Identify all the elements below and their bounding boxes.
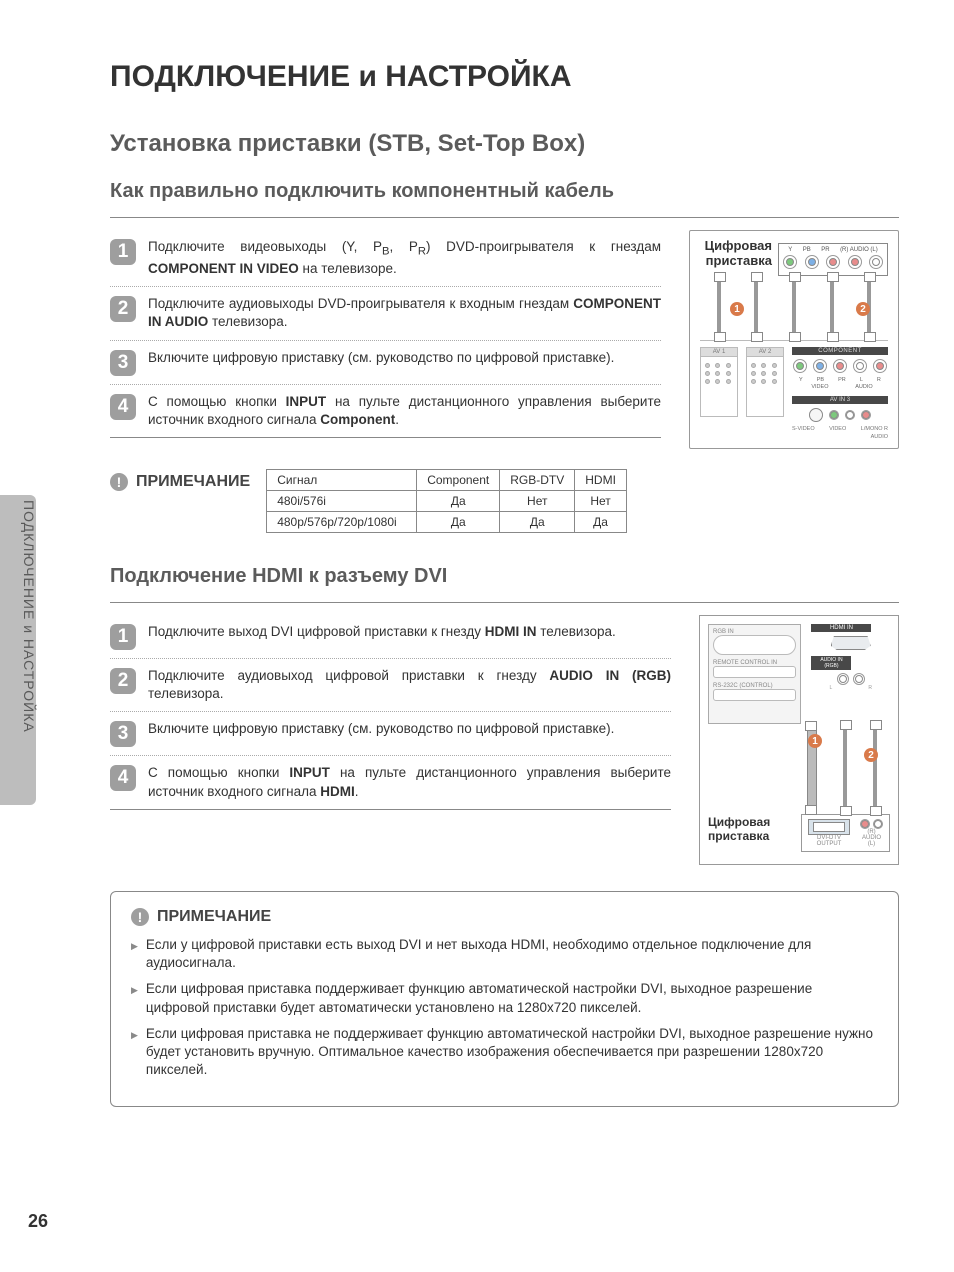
- badge-1: 1: [808, 734, 822, 748]
- badge-2: 2: [864, 748, 878, 762]
- step: 3 Включите цифровую приставку (см. руково…: [110, 341, 661, 385]
- note-list: Если у цифровой приставки есть выход DVI…: [131, 936, 878, 1080]
- note-header: ! ПРИМЕЧАНИЕ: [131, 908, 878, 926]
- step-text: С помощью кнопки INPUT на пульте дистанц…: [148, 393, 661, 429]
- step-badge: 4: [110, 394, 136, 420]
- note-item: Если цифровая приставка поддерживает фун…: [131, 980, 878, 1016]
- section1-steps: 1 Подключите видеовыходы (Y, PB, PR) DVD-…: [110, 230, 661, 438]
- tv-panel: AV 1 AV 2 COMPONENT YPBPRLR VI: [700, 340, 888, 440]
- step: 4 С помощью кнопки INPUT на пульте дистан…: [110, 385, 661, 438]
- stb-box: DVI-DTV OUTPUT (R) AUDIO (L): [801, 814, 890, 852]
- info-icon: !: [110, 473, 128, 491]
- step-text: С помощью кнопки INPUT на пульте дистанц…: [148, 764, 671, 800]
- rule: [110, 217, 899, 218]
- page-content: ПОДКЛЮЧЕНИЕ и НАСТРОЙКА Установка приста…: [0, 0, 954, 1147]
- component-diagram: Цифровая приставка Y PB PR (R) AUDIO (L): [689, 230, 899, 449]
- port-ar-icon: [848, 255, 862, 269]
- note-item: Если цифровая приставка не поддерживает …: [131, 1025, 878, 1080]
- av1-box: AV 1: [700, 347, 738, 417]
- step-text: Подключите аудиовыходы DVD-проигрывателя…: [148, 295, 661, 331]
- section2-steps: 1 Подключите выход DVI цифровой приставки…: [110, 615, 671, 810]
- step: 3 Включите цифровую приставку (см. руково…: [110, 712, 671, 756]
- page-title: ПОДКЛЮЧЕНИЕ и НАСТРОЙКА: [110, 60, 899, 94]
- section2-heading: Подключение HDMI к разъему DVI: [110, 565, 899, 588]
- rule: [110, 602, 899, 603]
- step-text: Подключите видеовыходы (Y, PB, PR) DVD-п…: [148, 238, 661, 278]
- step: 2 Подключите аудиовыход цифровой приставк…: [110, 659, 671, 712]
- note-box: ! ПРИМЕЧАНИЕ Если у цифровой приставки е…: [110, 891, 899, 1107]
- step-text: Подключите аудиовыход цифровой приставки…: [148, 667, 671, 703]
- hdmi-port-icon: [831, 636, 871, 650]
- step-text: Подключите выход DVI цифровой приставки …: [148, 623, 616, 650]
- page-number: 26: [28, 1211, 48, 1232]
- hdmi-dvi-diagram: RGB IN REMOTE CONTROL IN RS-232C (CONTRO…: [699, 615, 899, 865]
- component-panel: COMPONENT YPBPRLR VIDEO AUDIO AV IN 3: [792, 347, 888, 440]
- badge-2: 2: [856, 302, 870, 316]
- section1-subheading: Как правильно подключить компонентный ка…: [110, 180, 899, 203]
- step-text: Включите цифровую приставку (см. руковод…: [148, 720, 614, 747]
- th: RGB-DTV: [500, 470, 575, 491]
- cables: 1 2: [700, 280, 888, 334]
- tv-hdmi-panel: HDMI IN AUDIO IN (RGB) LR: [811, 624, 890, 691]
- info-icon: !: [131, 908, 149, 926]
- port-y-icon: [783, 255, 797, 269]
- dvi-port-icon: [808, 819, 850, 835]
- signal-table: Сигнал Component RGB-DTV HDMI 480i/576i …: [266, 469, 627, 533]
- step-text: Включите цифровую приставку (см. руковод…: [148, 349, 614, 376]
- stb-label: Цифровая приставка: [708, 816, 793, 844]
- port-pb-icon: [805, 255, 819, 269]
- stb-label: Цифровая приставка: [700, 239, 772, 269]
- step: 2 Подключите аудиовыходы DVD-проигрывател…: [110, 287, 661, 340]
- step: 1 Подключите видеовыходы (Y, PB, PR) DVD-…: [110, 230, 661, 287]
- avin3-panel: AV IN 3 S-VIDEO VIDEO L/MONO R AU: [792, 396, 888, 440]
- step-badge: 1: [110, 239, 136, 265]
- step-badge: 2: [110, 668, 136, 694]
- step: 1 Подключите выход DVI цифровой приставки…: [110, 615, 671, 659]
- step-badge: 2: [110, 296, 136, 322]
- th: Component: [417, 470, 500, 491]
- port-al-icon: [869, 255, 883, 269]
- step-badge: 3: [110, 721, 136, 747]
- av2-box: AV 2: [746, 347, 784, 417]
- note-row: ! ПРИМЕЧАНИЕ Сигнал Component RGB-DTV HD…: [110, 469, 899, 533]
- step-badge: 3: [110, 350, 136, 376]
- section1-heading: Установка приставки (STB, Set-Top Box): [110, 130, 899, 158]
- step-badge: 1: [110, 624, 136, 650]
- note-header: ! ПРИМЕЧАНИЕ: [110, 469, 250, 491]
- badge-1: 1: [730, 302, 744, 316]
- note-item: Если у цифровой приставки есть выход DVI…: [131, 936, 878, 972]
- tv-back-panel: RGB IN REMOTE CONTROL IN RS-232C (CONTRO…: [708, 624, 801, 724]
- step-badge: 4: [110, 765, 136, 791]
- th: HDMI: [575, 470, 627, 491]
- th: Сигнал: [267, 470, 417, 491]
- step: 4 С помощью кнопки INPUT на пульте дистан…: [110, 756, 671, 809]
- port-pr-icon: [826, 255, 840, 269]
